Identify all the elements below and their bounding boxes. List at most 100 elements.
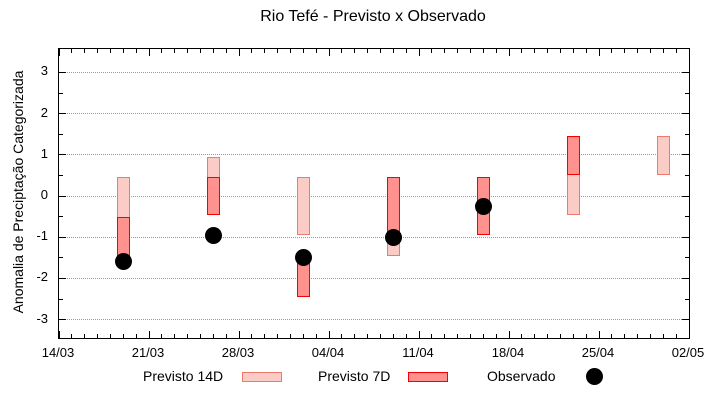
x-axis-tick (482, 49, 484, 53)
x-tick-label: 25/04 (581, 345, 615, 360)
x-axis-tick (559, 334, 561, 338)
y-axis-tick (59, 319, 66, 321)
x-axis-tick (122, 49, 124, 53)
x-axis-tick (328, 49, 330, 56)
x-axis-tick (187, 334, 189, 338)
legend-swatch-14d-icon (242, 372, 282, 382)
gridline (60, 319, 688, 321)
gridline (60, 71, 688, 73)
forecast-14d-bar (296, 177, 310, 236)
x-axis-tick (508, 331, 510, 338)
x-axis-tick (328, 331, 330, 338)
x-axis-tick (392, 334, 394, 338)
x-axis-tick (148, 331, 150, 338)
x-tick-label: 11/04 (402, 345, 434, 360)
y-axis-tick (682, 195, 689, 197)
gridline (60, 113, 688, 115)
x-axis-tick (71, 49, 73, 53)
legend-label-observado: Observado (487, 368, 556, 384)
y-axis-tick (59, 257, 63, 259)
x-axis-tick (547, 334, 549, 338)
x-axis-tick (84, 49, 86, 53)
x-axis-tick (122, 334, 124, 338)
legend: Previsto 14D Previsto 7D Observado (0, 366, 720, 390)
gridline (60, 195, 688, 197)
forecast-7d-bar (116, 216, 130, 256)
plot-area (58, 48, 690, 339)
y-tick-label: -1 (36, 228, 48, 244)
x-axis-tick (341, 49, 343, 53)
y-axis-tick (59, 216, 63, 218)
x-tick-label: 14/03 (41, 345, 75, 360)
forecast-7d-bar (206, 177, 220, 215)
x-axis-tick (457, 334, 459, 338)
observed-dot (384, 228, 402, 246)
y-axis-tick (682, 319, 689, 321)
x-axis-tick (649, 49, 651, 53)
x-axis-tick (135, 49, 137, 53)
x-tick-label: 28/03 (221, 345, 255, 360)
x-axis-tick (174, 334, 176, 338)
x-axis-tick (302, 334, 304, 338)
x-axis-tick (135, 334, 137, 338)
y-axis-tick (685, 133, 689, 135)
x-axis-tick (264, 49, 266, 53)
x-axis-tick (277, 334, 279, 338)
y-tick-label: 1 (40, 145, 48, 161)
y-axis-tick (685, 92, 689, 94)
x-tick-label: 21/03 (131, 345, 165, 360)
legend-dot-icon (586, 368, 603, 385)
x-axis-tick (405, 49, 407, 53)
forecast-7d-bar (386, 177, 400, 236)
x-axis-tick (585, 49, 587, 53)
y-tick-label: 2 (40, 104, 48, 120)
x-axis-tick (495, 334, 497, 338)
y-axis-tick (59, 113, 66, 115)
y-axis-tick (685, 216, 689, 218)
gridline (60, 154, 688, 156)
x-axis-tick (238, 49, 240, 56)
x-axis-tick (662, 334, 664, 338)
x-axis-tick (199, 49, 201, 53)
x-axis-tick (367, 49, 369, 53)
x-axis-tick (264, 334, 266, 338)
x-axis-tick (534, 334, 536, 338)
x-tick-label: 02/05 (671, 345, 705, 360)
y-axis-tick (59, 174, 63, 176)
x-axis-tick (547, 49, 549, 53)
x-axis-tick (624, 334, 626, 338)
x-axis-tick (675, 334, 677, 338)
y-axis-tick (59, 298, 63, 300)
x-axis-tick (624, 49, 626, 53)
x-axis-tick (212, 334, 214, 338)
y-axis-tick (682, 154, 689, 156)
x-axis-tick (58, 49, 60, 56)
forecast-7d-bar (566, 136, 580, 176)
x-axis-tick (637, 49, 639, 53)
gridline (60, 236, 688, 238)
x-axis-tick (238, 331, 240, 338)
y-axis-tick (59, 154, 66, 156)
x-axis-tick (84, 334, 86, 338)
x-axis-tick (585, 334, 587, 338)
x-axis-tick (109, 49, 111, 53)
x-axis-tick (71, 334, 73, 338)
x-axis-tick (148, 49, 150, 56)
observed-dot (294, 249, 312, 267)
y-axis-tick (59, 133, 63, 135)
y-axis-tick (59, 277, 66, 279)
x-axis-tick (521, 334, 523, 338)
x-axis-tick (354, 334, 356, 338)
x-axis-tick (315, 49, 317, 53)
x-axis-tick (688, 331, 690, 338)
x-axis-tick (199, 334, 201, 338)
x-axis-tick (637, 334, 639, 338)
x-tick-label: 18/04 (491, 345, 525, 360)
x-axis-tick (251, 334, 253, 338)
y-axis-tick (685, 257, 689, 259)
x-axis-tick (534, 49, 536, 53)
x-axis-tick (277, 49, 279, 53)
chart-title: Rio Tefé - Previsto x Observado (260, 8, 486, 25)
x-axis-tick (495, 49, 497, 53)
